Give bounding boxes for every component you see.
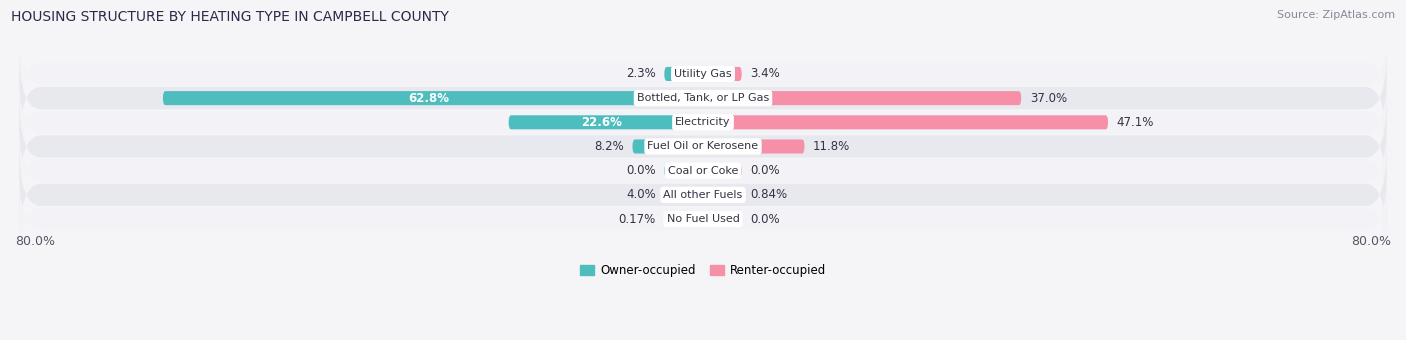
FancyBboxPatch shape xyxy=(703,188,742,202)
Text: 2.3%: 2.3% xyxy=(626,67,655,81)
Text: 22.6%: 22.6% xyxy=(581,116,621,129)
FancyBboxPatch shape xyxy=(664,164,703,178)
FancyBboxPatch shape xyxy=(664,212,703,226)
Text: 4.0%: 4.0% xyxy=(626,188,655,201)
Text: No Fuel Used: No Fuel Used xyxy=(666,214,740,224)
FancyBboxPatch shape xyxy=(703,115,1108,129)
Text: 0.84%: 0.84% xyxy=(751,188,787,201)
Text: 0.0%: 0.0% xyxy=(626,164,655,177)
Text: All other Fuels: All other Fuels xyxy=(664,190,742,200)
FancyBboxPatch shape xyxy=(20,73,1386,172)
Text: 3.4%: 3.4% xyxy=(751,67,780,81)
FancyBboxPatch shape xyxy=(20,146,1386,244)
Text: 0.0%: 0.0% xyxy=(751,212,780,225)
Text: Source: ZipAtlas.com: Source: ZipAtlas.com xyxy=(1277,10,1395,20)
FancyBboxPatch shape xyxy=(20,97,1386,196)
Text: Electricity: Electricity xyxy=(675,117,731,127)
Text: 80.0%: 80.0% xyxy=(15,235,55,248)
FancyBboxPatch shape xyxy=(20,121,1386,220)
FancyBboxPatch shape xyxy=(703,91,1021,105)
Text: 0.17%: 0.17% xyxy=(619,212,655,225)
FancyBboxPatch shape xyxy=(20,24,1386,123)
FancyBboxPatch shape xyxy=(664,67,703,81)
Text: Utility Gas: Utility Gas xyxy=(675,69,731,79)
Text: Fuel Oil or Kerosene: Fuel Oil or Kerosene xyxy=(647,141,759,152)
FancyBboxPatch shape xyxy=(703,139,804,154)
Legend: Owner-occupied, Renter-occupied: Owner-occupied, Renter-occupied xyxy=(575,260,831,282)
Text: 80.0%: 80.0% xyxy=(1351,235,1391,248)
Text: Bottled, Tank, or LP Gas: Bottled, Tank, or LP Gas xyxy=(637,93,769,103)
Text: HOUSING STRUCTURE BY HEATING TYPE IN CAMPBELL COUNTY: HOUSING STRUCTURE BY HEATING TYPE IN CAM… xyxy=(11,10,449,24)
FancyBboxPatch shape xyxy=(20,170,1386,268)
Text: 62.8%: 62.8% xyxy=(408,91,449,105)
FancyBboxPatch shape xyxy=(703,212,742,226)
FancyBboxPatch shape xyxy=(703,67,742,81)
Text: 11.8%: 11.8% xyxy=(813,140,851,153)
Text: 0.0%: 0.0% xyxy=(751,164,780,177)
FancyBboxPatch shape xyxy=(703,164,742,178)
FancyBboxPatch shape xyxy=(509,115,703,129)
FancyBboxPatch shape xyxy=(20,49,1386,148)
Text: 8.2%: 8.2% xyxy=(595,140,624,153)
FancyBboxPatch shape xyxy=(664,188,703,202)
Text: 47.1%: 47.1% xyxy=(1116,116,1154,129)
Text: 37.0%: 37.0% xyxy=(1029,91,1067,105)
Text: Coal or Coke: Coal or Coke xyxy=(668,166,738,176)
FancyBboxPatch shape xyxy=(163,91,703,105)
FancyBboxPatch shape xyxy=(633,139,703,154)
